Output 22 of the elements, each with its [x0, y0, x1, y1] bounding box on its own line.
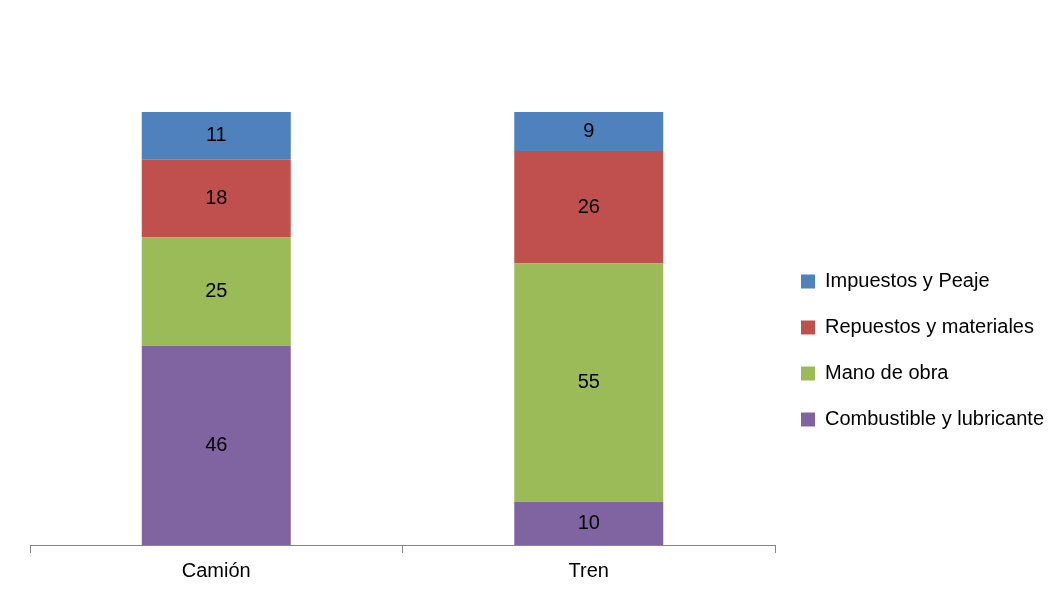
data-label: 11 — [205, 123, 227, 146]
bar — [514, 150, 664, 264]
bar — [141, 345, 291, 545]
bar — [514, 501, 664, 545]
legend-label: Repuestos y materiales — [825, 315, 1034, 338]
bar — [514, 112, 664, 151]
x-tick-label: Camión — [181, 558, 251, 581]
data-label: 46 — [205, 432, 228, 455]
data-label: 26 — [577, 194, 600, 217]
data-label: 10 — [577, 510, 600, 533]
x-tick-label: Tren — [568, 558, 609, 581]
data-label: 25 — [205, 279, 228, 302]
data-label: 9 — [583, 119, 595, 141]
bar — [141, 112, 291, 160]
legend-label: Combustible y lubricante — [825, 407, 1045, 430]
data-label: 18 — [205, 186, 228, 209]
bar — [141, 237, 291, 346]
legend-label: Impuestos y Peaje — [825, 269, 990, 292]
bar — [141, 159, 291, 238]
bar — [514, 263, 664, 502]
legend-label: Mano de obra — [825, 361, 950, 384]
data-label: 55 — [577, 370, 600, 393]
